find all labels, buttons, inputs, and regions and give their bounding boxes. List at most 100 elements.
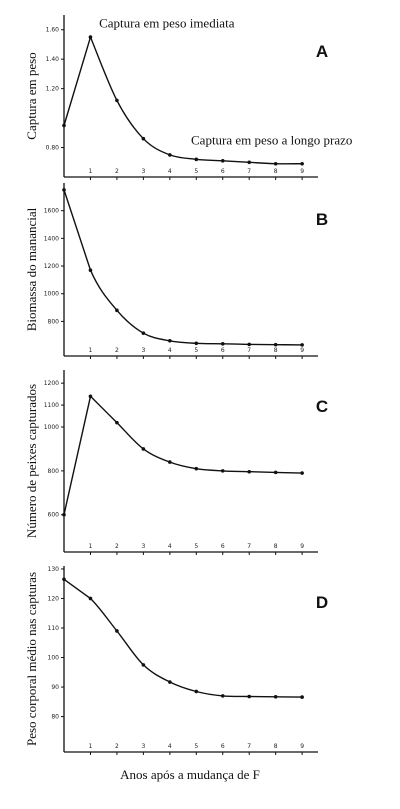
y-tick-label: 130 xyxy=(48,566,60,573)
x-tick-label: 2 xyxy=(115,743,119,750)
data-point xyxy=(168,153,172,157)
panel-a: 0.80 1.20 1.40 1.60 1 2 3 4 5 6 7 8 9 A Captura em pes… xyxy=(24,15,352,180)
y-tick-label: 110 xyxy=(48,625,60,632)
y-tick-label: 90 xyxy=(51,684,59,691)
data-point xyxy=(115,308,119,313)
x-tick-label: 2 xyxy=(115,168,119,175)
x-tick-label: 7 xyxy=(247,743,251,750)
y-axis-label: Biomassa do manancial xyxy=(24,207,39,331)
data-point xyxy=(88,35,93,39)
data-point xyxy=(247,342,252,347)
data-point xyxy=(88,268,93,272)
data-point xyxy=(194,157,199,162)
data-point xyxy=(220,694,225,698)
x-tick-label: 9 xyxy=(300,168,304,175)
x-tick-label: 7 xyxy=(247,168,251,175)
x-tick-label: 1 xyxy=(89,543,93,550)
y-tick-label: 1200 xyxy=(44,380,59,387)
x-tick-label: 8 xyxy=(274,743,278,750)
x-tick-label: 1 xyxy=(89,347,93,354)
data-point xyxy=(88,394,93,399)
data-point xyxy=(141,447,146,451)
x-tick-label: 4 xyxy=(168,168,172,175)
x-tick-label: 6 xyxy=(221,743,225,750)
series-line xyxy=(63,189,303,346)
panel-d: 80 90 100 110 120 130 1 2 3 4 5 6 7 8 9 D Peso corporal … xyxy=(24,566,328,755)
y-axis-label: Peso corporal médio nas capturas xyxy=(24,572,39,746)
annotation: Captura em peso imediata xyxy=(99,16,235,31)
data-point xyxy=(168,460,172,464)
x-tick-label: 3 xyxy=(141,168,145,175)
data-point xyxy=(247,694,252,699)
data-point xyxy=(247,469,252,474)
panel-b: 800 1000 1200 1400 1600 1 2 3 4 5 6 7 8 9 B Biomassa do… xyxy=(24,183,328,359)
data-point xyxy=(168,680,172,684)
series-line xyxy=(63,394,303,515)
x-tick-label: 8 xyxy=(274,168,278,175)
y-tick-label: 1400 xyxy=(44,235,59,242)
data-point xyxy=(141,136,146,141)
x-tick-label: 4 xyxy=(168,543,172,550)
series-line xyxy=(63,578,303,698)
data-point xyxy=(273,342,278,347)
x-tick-label: 2 xyxy=(115,543,119,550)
data-point xyxy=(194,341,199,346)
y-tick-label: 800 xyxy=(48,468,60,475)
data-point xyxy=(300,695,304,699)
data-point xyxy=(168,338,172,343)
y-tick-label: 120 xyxy=(48,595,60,602)
x-tick-label: 7 xyxy=(247,543,251,550)
chart-panels: 0.80 1.20 1.40 1.60 1 2 3 4 5 6 7 8 9 A Captura em pes… xyxy=(24,15,352,755)
data-point xyxy=(115,420,119,425)
x-tick-label: 6 xyxy=(221,543,225,550)
panel-c: 600 800 1000 1100 1200 1 2 3 4 5 6 7 8 9 C Número de pe… xyxy=(24,370,328,555)
data-point xyxy=(220,342,225,346)
data-point xyxy=(62,512,66,517)
data-point xyxy=(88,596,93,601)
data-point xyxy=(115,98,119,103)
x-tick-label: 9 xyxy=(300,543,304,550)
x-tick-label: 1 xyxy=(89,168,93,175)
x-tick-label: 5 xyxy=(194,168,198,175)
y-axis-label: Número de peixes capturados xyxy=(24,384,39,538)
x-tick-label: 8 xyxy=(274,347,278,354)
data-point xyxy=(62,123,66,128)
panel-label: D xyxy=(316,593,328,612)
data-point xyxy=(273,470,278,475)
data-point xyxy=(194,466,199,471)
panel-label: B xyxy=(316,210,328,229)
x-tick-label: 8 xyxy=(274,543,278,550)
data-point xyxy=(273,161,278,166)
y-tick-label: 1.60 xyxy=(46,27,60,34)
data-point xyxy=(300,343,304,347)
x-tick-label: 5 xyxy=(194,543,198,550)
data-point xyxy=(273,694,278,699)
y-tick-label: 0.80 xyxy=(46,145,60,152)
x-tick-label: 2 xyxy=(115,347,119,354)
y-tick-label: 80 xyxy=(51,714,59,721)
y-tick-label: 1600 xyxy=(44,208,59,215)
data-point xyxy=(220,469,225,473)
x-tick-label: 5 xyxy=(194,347,198,354)
x-tick-label: 1 xyxy=(89,743,93,750)
x-tick-label: 5 xyxy=(194,743,198,750)
data-point xyxy=(115,629,119,633)
y-tick-label: 800 xyxy=(48,318,60,325)
x-tick-label: 4 xyxy=(168,743,172,750)
x-tick-label: 6 xyxy=(221,168,225,175)
y-axis-label: Captura em peso xyxy=(24,52,39,139)
x-tick-label: 3 xyxy=(141,347,145,354)
x-tick-label: 9 xyxy=(300,347,304,354)
x-tick-label: 4 xyxy=(168,347,172,354)
annotation: Captura em peso a longo prazo xyxy=(191,133,352,148)
y-tick-label: 1000 xyxy=(44,424,59,431)
data-point xyxy=(62,188,66,192)
data-point xyxy=(220,159,225,163)
data-point xyxy=(62,577,66,582)
x-tick-label: 3 xyxy=(141,743,145,750)
y-tick-label: 1000 xyxy=(44,291,59,298)
x-tick-label: 9 xyxy=(300,743,304,750)
data-point xyxy=(247,160,252,165)
y-tick-label: 1.20 xyxy=(46,86,60,93)
panel-label: A xyxy=(316,42,328,61)
